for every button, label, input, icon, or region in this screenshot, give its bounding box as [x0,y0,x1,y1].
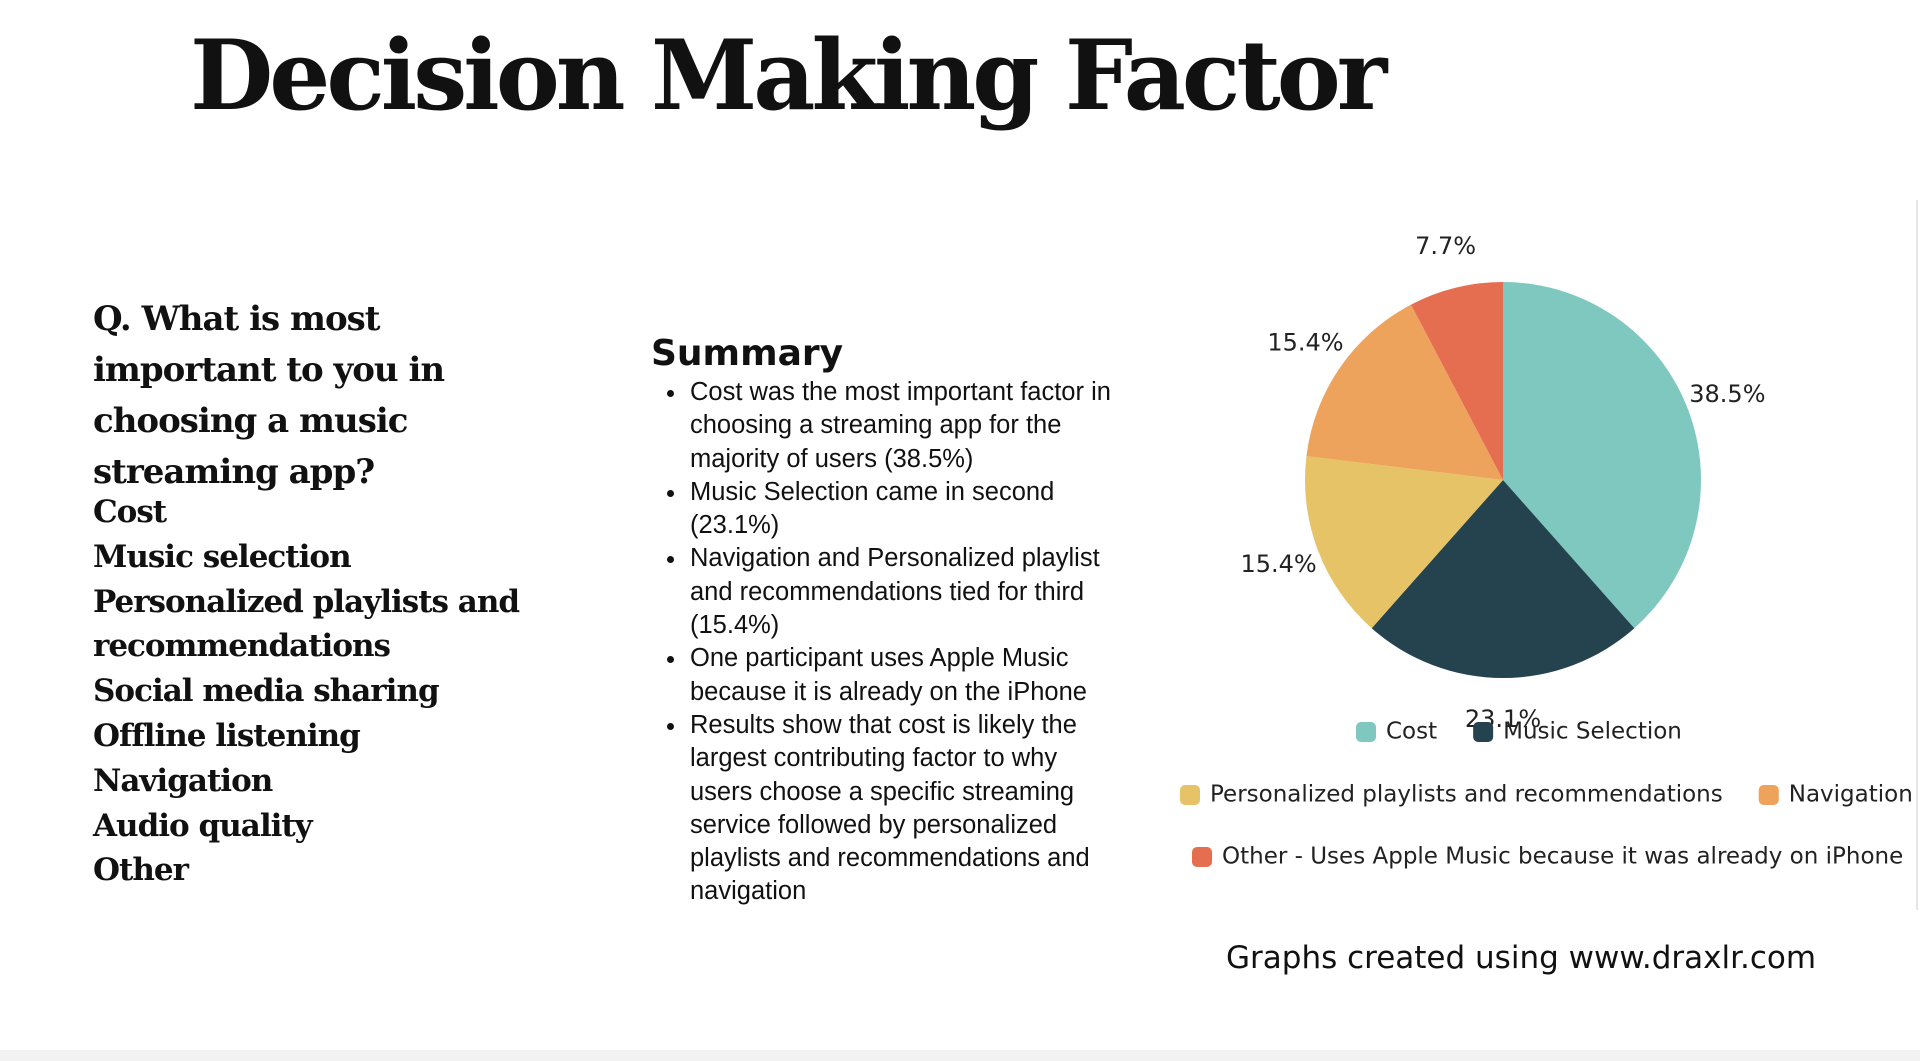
chart-legend: Cost Music Selection Personalized playlist… [1180,719,1913,870]
pie-slice-personalized [1305,456,1503,629]
summary-bullet: Music Selection came in second (23.1%) [688,476,1121,543]
answer-option: Social media sharing [93,673,440,710]
answer-options-list: Cost Music selection Personalized playli… [93,490,553,893]
summary-section: Summary Cost was the most important fact… [651,332,1121,909]
legend-item: Personalized playlists and recommendatio… [1180,782,1723,808]
pie-slice-cost [1503,282,1701,629]
legend-swatch [1758,785,1779,805]
legend-item: Music Selection [1473,719,1682,745]
answer-option: Audio quality [93,807,313,844]
legend-swatch [1180,785,1200,805]
legend-label: Navigation [1789,782,1913,808]
pie-slice-navigation [1306,304,1503,480]
legend-swatch [1473,722,1494,742]
answer-option: Offline listening [93,717,361,754]
summary-bullet: Results show that cost is likely the lar… [688,709,1121,909]
answer-option: Personalized playlists and recommendatio… [93,583,520,665]
answer-option: Music selection [93,538,352,575]
legend-swatch [1356,722,1376,742]
pie-slice-other [1410,282,1503,480]
summary-bullets: Cost was the most important factor in ch… [651,376,1121,909]
legend-item: Navigation [1758,782,1913,808]
answer-option: Navigation [93,762,273,799]
pie-value-label: 15.4% [1267,329,1343,357]
summary-title: Summary [651,333,844,374]
pie-value-label: 15.4% [1240,550,1316,578]
summary-bullet: Cost was the most important factor in ch… [688,376,1121,476]
legend-label: Music Selection [1503,719,1682,745]
pie-slices [1305,282,1701,678]
pie-value-label: 7.7% [1415,232,1476,260]
answer-option: Cost [93,494,167,530]
legend-swatch [1192,847,1212,867]
legend-item: Other - Uses Apple Music because it was … [1192,844,1903,870]
edge-divider [1916,200,1918,910]
pie-chart: 38.5%23.1%15.4%15.4%7.7% Cost Music Selec… [1180,232,1913,870]
legend-label: Other - Uses Apple Music because it was … [1222,844,1903,870]
pie-value-label: 38.5% [1689,380,1765,408]
legend-item: Cost [1356,719,1437,745]
summary-bullet: One participant uses Apple Music because… [688,642,1121,709]
legend-label: Cost [1386,719,1437,745]
pie-slice-music [1371,480,1635,678]
bottom-band [0,1050,1920,1061]
summary-bullet: Navigation and Personalized playlist and… [688,542,1121,642]
legend-label: Personalized playlists and recommendatio… [1210,782,1723,808]
chart-credit: Graphs created using www.draxlr.com [1226,940,1817,976]
answer-option: Other [93,852,189,889]
survey-question: Q. What is most important to you in choo… [93,299,445,492]
page-title: Decision Making Factor [190,19,1387,132]
